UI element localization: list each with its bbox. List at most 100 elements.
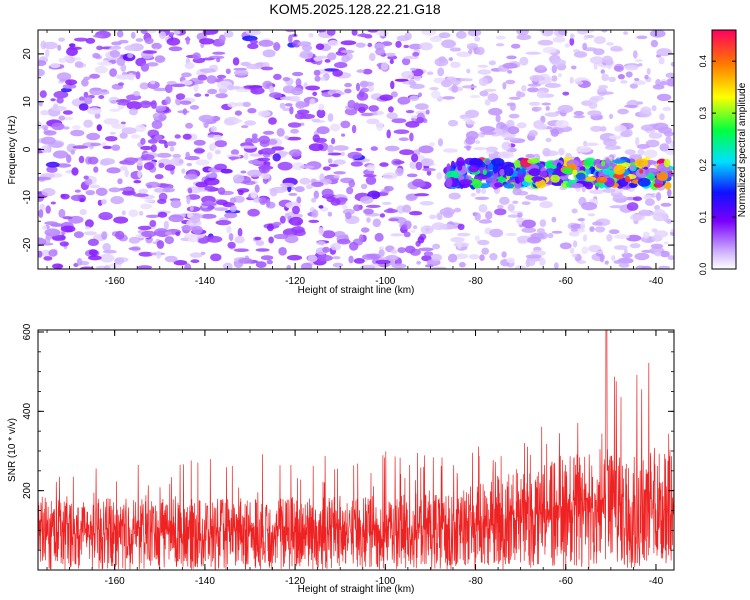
spectrogram-cell-1021	[437, 67, 445, 77]
spectrogram-cell-1241	[621, 252, 633, 259]
spectrogram-cell-487	[289, 106, 294, 115]
spectrogram-cell-476	[282, 77, 291, 82]
signal-cell-412	[472, 179, 483, 189]
colorbar-tick-label-4: 0.4	[698, 55, 708, 68]
spectrogram-cell-811	[512, 187, 522, 196]
spectrogram-cell-8	[478, 204, 488, 213]
spectrogram-cell-942	[204, 185, 215, 191]
spectrogram-cell-1209	[210, 126, 217, 133]
spectrogram-cell-1037	[135, 124, 146, 132]
spectrogram-cell-1094	[412, 52, 420, 57]
spectrogram-cell-556	[582, 142, 599, 146]
spectrogram-cell-1591	[272, 221, 282, 226]
spectrogram-cell-1608	[190, 215, 201, 224]
signal-cell-322	[624, 175, 631, 183]
spectrogram-cell-887	[474, 235, 480, 242]
spectrogram-cell-1117	[626, 234, 642, 242]
spectrogram-cell-1289	[581, 202, 597, 211]
spectrogram-cell-597	[372, 218, 381, 228]
spectrogram-cell-920	[156, 152, 172, 158]
spectrogram-cell-899	[87, 238, 99, 246]
spectrogram-cell-1414	[124, 45, 136, 51]
spectrogram-cell-974	[355, 82, 361, 92]
spectrogram-cell-1051	[318, 205, 324, 209]
signal-cell-418	[612, 159, 626, 164]
spectrogram-cell-1393	[353, 204, 361, 212]
spectrogram-cell-1227	[200, 251, 206, 255]
spectrogram-cell-415	[558, 147, 565, 156]
spectrogram-cell-1312	[327, 158, 333, 164]
signal-cell-334	[550, 174, 560, 183]
spectrogram-cell-1234	[426, 71, 434, 75]
spectrogram-cell-1016	[311, 209, 319, 218]
spectrogram-cell-868	[521, 85, 527, 92]
spectrogram-cell-168	[105, 136, 118, 142]
spectrogram-cell-367	[559, 242, 572, 250]
spectrogram-cell-248	[589, 189, 605, 195]
spectrogram-cell-1169	[92, 52, 101, 59]
spectrogram-cell-1605	[136, 159, 143, 167]
spectrogram-cell-1530	[185, 122, 194, 129]
spectrogram-cell-914	[168, 46, 183, 52]
spectrogram-cell-1376	[316, 109, 326, 119]
spectrogram-cell-1426	[521, 219, 536, 229]
spectrogram-cell-414	[390, 80, 395, 90]
spectrogram-cell-1544	[74, 61, 84, 68]
spectrogram-cell-1267	[272, 153, 281, 162]
spectrogram-cell-637	[46, 166, 58, 173]
spectrogram-cell-1523	[223, 262, 233, 269]
spectrogram-cell-598	[163, 220, 169, 230]
spectrogram-cell-655	[664, 131, 674, 137]
spectrogram-cell-66	[620, 80, 628, 84]
spectrogram-cell-386	[117, 178, 123, 185]
spectrogram-cell-1305	[266, 223, 274, 232]
x-tick-label-0: -160	[105, 276, 125, 287]
spectrogram-cell-996	[408, 43, 423, 50]
spectrogram-cell-1554	[197, 74, 208, 81]
spectrogram-cell-1562	[375, 47, 386, 56]
spectrogram-cell-1300	[399, 149, 415, 156]
spectrogram-cell-516	[331, 256, 341, 260]
signal-cell-403	[468, 165, 479, 173]
spectrogram-cell-659	[611, 255, 616, 261]
spectrogram-cell-203	[53, 90, 69, 99]
spectrogram-cell-1150	[215, 93, 228, 99]
colorbar-tick-label-2: 0.2	[698, 159, 708, 172]
spectrogram-cell-464	[654, 205, 661, 211]
spectrogram-cell-940	[598, 84, 609, 89]
spectrogram-cell-1529	[344, 88, 352, 94]
spectrogram-cell-1528	[551, 59, 567, 66]
spectrogram-cell-835	[153, 228, 169, 237]
x-tick-label-1: -140	[195, 276, 215, 287]
spectrogram-cell-1062	[432, 243, 441, 250]
spectrogram-cell-372	[488, 60, 496, 66]
spectrogram-cell-1139	[164, 236, 174, 245]
spectrogram-cell-363	[527, 83, 542, 87]
spectrogram-cell-42	[478, 219, 492, 224]
spectrogram-cell-1601	[228, 233, 234, 241]
spectrogram-cell-243	[658, 265, 671, 269]
spectrogram-cell-461	[243, 152, 249, 160]
spectrogram-cell-1135	[577, 218, 585, 222]
spectrogram-x-ticks: -160 -140 -120 -100 -80 -60 -40	[46, 30, 664, 287]
spectrogram-cell-908	[389, 59, 394, 65]
snr-y-ticks: 200 400 600	[22, 323, 674, 571]
spectrogram-cell-864	[379, 162, 389, 167]
signal-cell-368	[646, 172, 655, 181]
spectrogram-cell-1067	[412, 225, 418, 230]
spectrogram-cell-1543	[322, 246, 330, 253]
spectrogram-cell-30	[214, 140, 227, 148]
spectrogram-cell-881	[376, 122, 384, 131]
spectrogram-cell-1455	[191, 225, 203, 235]
spectrogram-cell-1042	[237, 227, 243, 237]
spectrogram-cell-1415	[188, 236, 199, 243]
spectrogram-cell-1015	[287, 122, 302, 128]
spectrogram-cell-1465	[583, 36, 589, 40]
spectrogram-cell-317	[244, 120, 256, 126]
spectrogram-cell-347	[74, 37, 88, 42]
spectrogram-cell-1564	[506, 102, 516, 107]
spectrogram-cell-1023	[156, 250, 162, 259]
spectrogram-cell-1086	[182, 133, 192, 140]
spectrogram-cell-169	[146, 62, 159, 67]
spectrogram-cell-524	[632, 50, 638, 59]
